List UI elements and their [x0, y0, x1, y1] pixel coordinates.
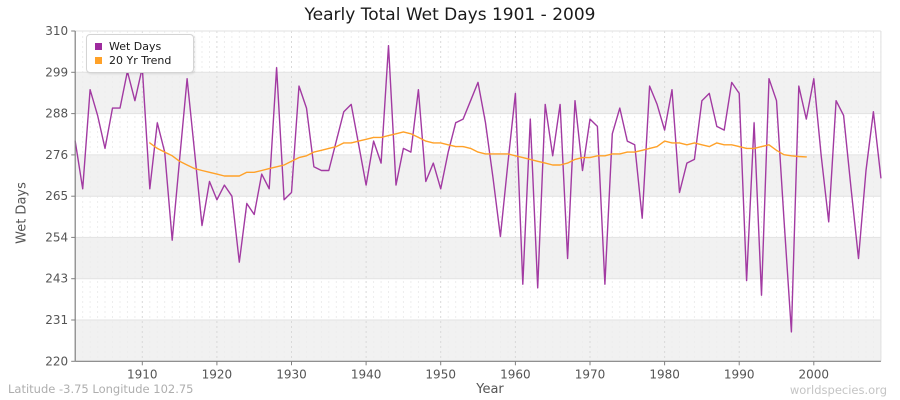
y-axis-label: Wet Days	[14, 182, 30, 244]
legend-label-trend: 20 Yr Trend	[109, 54, 172, 67]
y-tick-label: 243	[45, 272, 68, 286]
y-tick-label: 265	[45, 189, 68, 203]
y-tick-label: 288	[45, 107, 68, 121]
axes-lines	[74, 31, 881, 362]
x-tick-label: 2000	[799, 367, 830, 381]
legend-item-wet-days: Wet Days	[95, 40, 185, 53]
legend: Wet Days 20 Yr Trend	[86, 34, 194, 73]
y-tick-label: 254	[45, 230, 68, 244]
legend-label-wet-days: Wet Days	[109, 40, 162, 53]
x-tick-label: 1920	[202, 367, 233, 381]
x-tick-label: 1930	[276, 367, 307, 381]
x-tick-label: 1940	[351, 367, 382, 381]
legend-item-trend: 20 Yr Trend	[95, 54, 185, 67]
wet-days-swatch-icon	[95, 43, 102, 50]
chart-title: Yearly Total Wet Days 1901 - 2009	[304, 5, 596, 25]
y-tick-label: 231	[45, 313, 68, 327]
series-wet-days	[74, 45, 882, 333]
x-axis-ticks: 1910 1920 1930 1940 1950 1960 1970 1980 1990 2000	[127, 361, 829, 381]
y-tick-label: 310	[45, 24, 68, 38]
x-axis-label: Year	[476, 382, 504, 397]
x-tick-label: 1960	[500, 367, 531, 381]
x-tick-label: 1970	[575, 367, 606, 381]
y-tick-label: 299	[45, 65, 68, 79]
x-tick-label: 1990	[724, 367, 755, 381]
y-axis-ticks: 310 299 288 276 265 254 243 231 220	[45, 24, 76, 368]
coordinates-caption: Latitude -3.75 Longitude 102.75	[8, 382, 194, 396]
x-tick-label: 1910	[127, 367, 158, 381]
trend-swatch-icon	[95, 57, 102, 64]
y-tick-label: 220	[45, 354, 68, 368]
series-20-yr-trend	[149, 131, 807, 177]
y-tick-label: 276	[45, 148, 68, 162]
watermark: worldspecies.org	[789, 383, 887, 397]
x-tick-label: 1950	[425, 367, 456, 381]
x-tick-label: 1980	[649, 367, 680, 381]
